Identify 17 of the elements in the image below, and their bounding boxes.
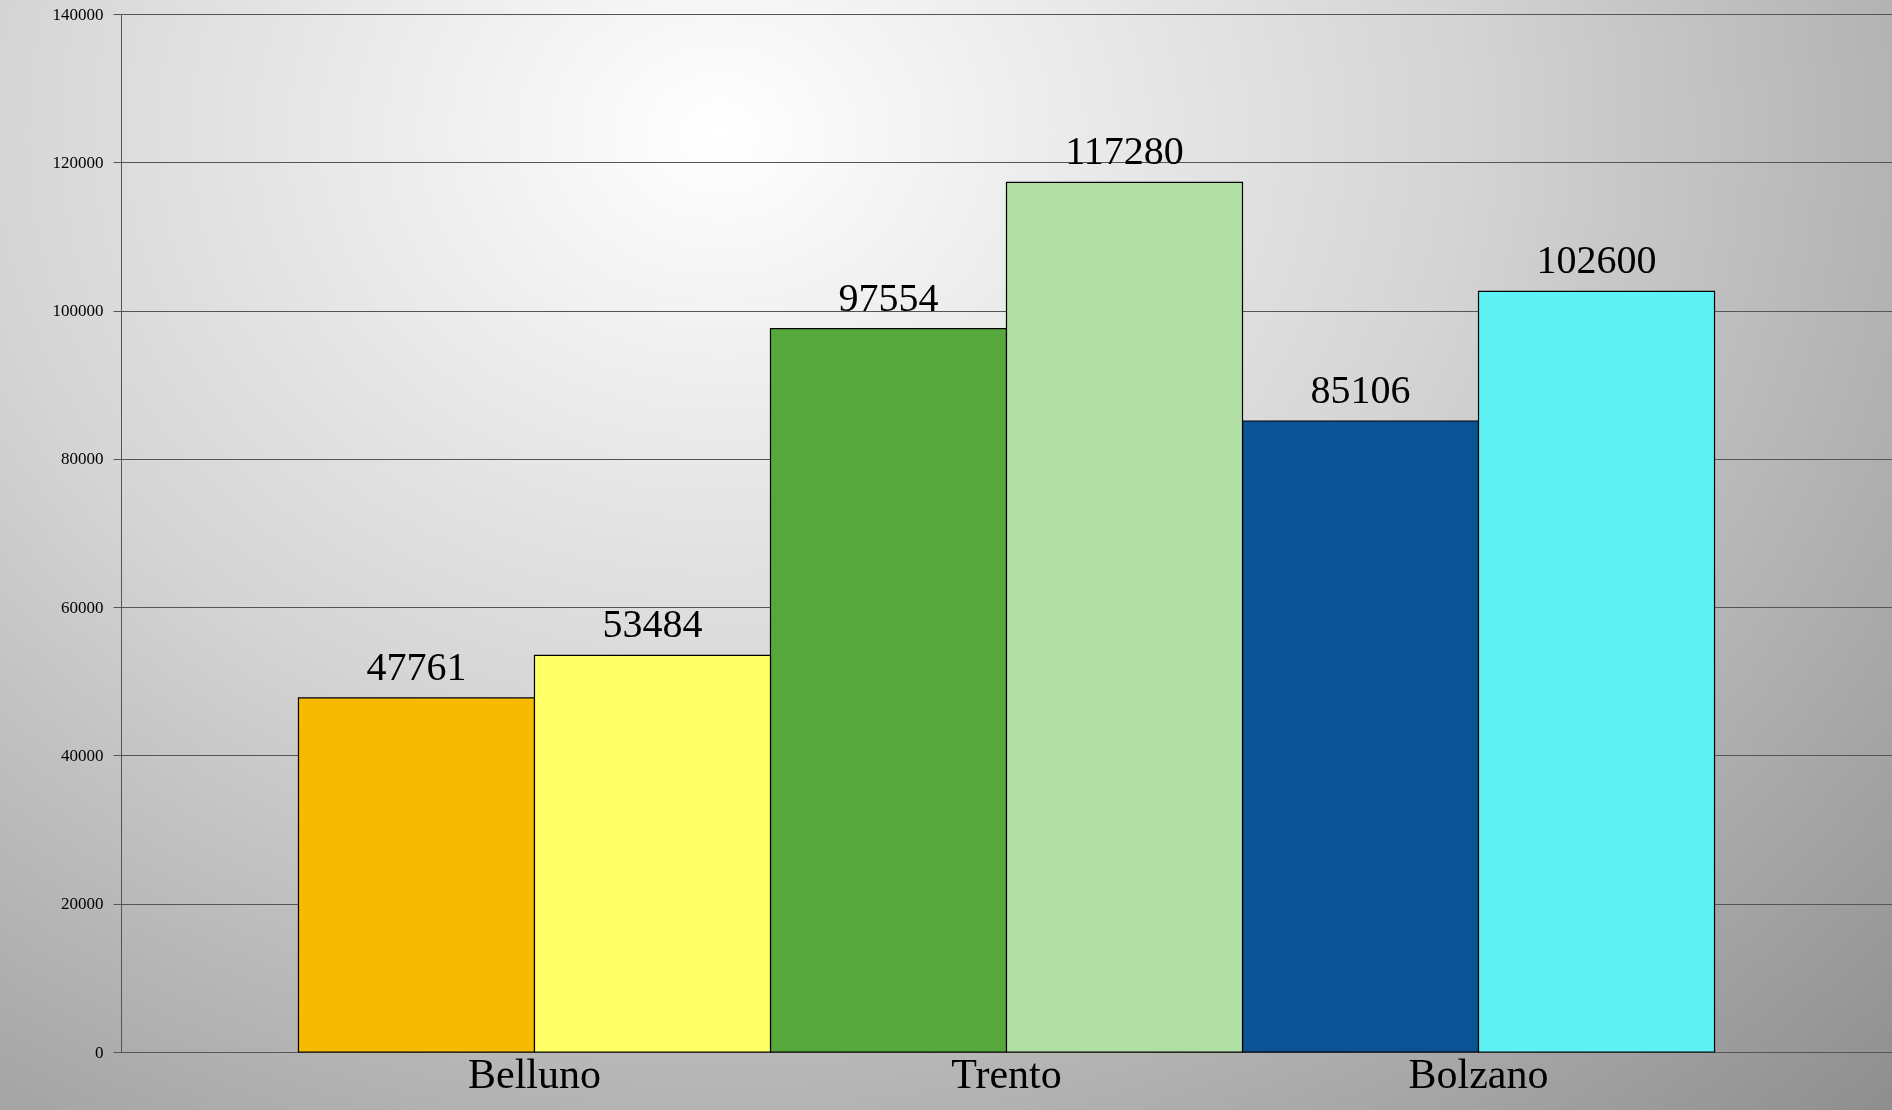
- y-tick-label: 80000: [61, 449, 104, 469]
- y-tick-label: 40000: [61, 745, 104, 765]
- x-tick-label: Trento: [951, 1050, 1062, 1097]
- x-tick-label: Belluno: [467, 1050, 601, 1097]
- y-tick-label: 100000: [52, 301, 104, 321]
- data-label: 97554: [838, 274, 939, 320]
- data-label: 53484: [602, 601, 703, 647]
- y-tick-label: 120000: [52, 152, 104, 172]
- y-tick-label: 0: [95, 1042, 104, 1062]
- y-tick-label: 20000: [61, 894, 104, 914]
- y-tick-label: 140000: [52, 4, 104, 24]
- data-label: 102600: [1536, 237, 1657, 283]
- x-tick-label: Bolzano: [1408, 1050, 1549, 1097]
- data-label: 117280: [1065, 128, 1184, 174]
- y-tick-label: 60000: [61, 597, 104, 617]
- data-label: 85106: [1310, 367, 1411, 412]
- data-label: 47761: [366, 643, 467, 689]
